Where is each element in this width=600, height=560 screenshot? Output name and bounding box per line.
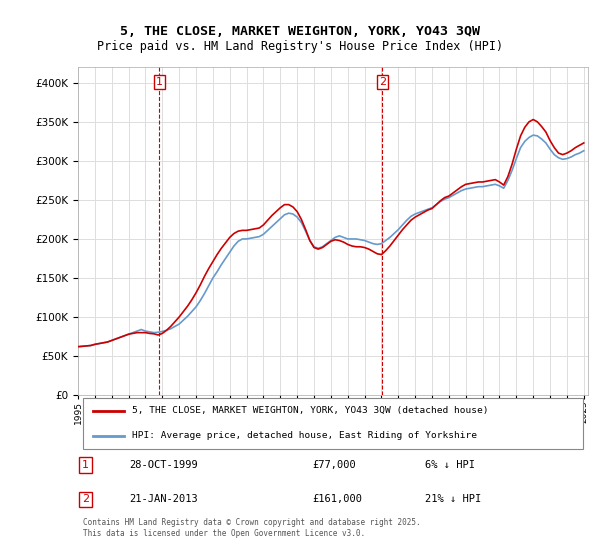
Text: Contains HM Land Registry data © Crown copyright and database right 2025.
This d: Contains HM Land Registry data © Crown c… (83, 519, 421, 538)
Text: 21% ↓ HPI: 21% ↓ HPI (425, 494, 481, 505)
Text: £77,000: £77,000 (313, 460, 356, 470)
Text: 5, THE CLOSE, MARKET WEIGHTON, YORK, YO43 3QW: 5, THE CLOSE, MARKET WEIGHTON, YORK, YO4… (120, 25, 480, 38)
Text: £161,000: £161,000 (313, 494, 362, 505)
Text: 21-JAN-2013: 21-JAN-2013 (129, 494, 198, 505)
Text: HPI: Average price, detached house, East Riding of Yorkshire: HPI: Average price, detached house, East… (131, 431, 476, 440)
FancyBboxPatch shape (83, 398, 583, 449)
Text: 6% ↓ HPI: 6% ↓ HPI (425, 460, 475, 470)
Text: 2: 2 (82, 494, 89, 505)
Text: 2: 2 (379, 77, 386, 87)
Text: Price paid vs. HM Land Registry's House Price Index (HPI): Price paid vs. HM Land Registry's House … (97, 40, 503, 53)
Text: 5, THE CLOSE, MARKET WEIGHTON, YORK, YO43 3QW (detached house): 5, THE CLOSE, MARKET WEIGHTON, YORK, YO4… (131, 407, 488, 416)
Text: 1: 1 (156, 77, 163, 87)
Text: 1: 1 (82, 460, 89, 470)
Text: 28-OCT-1999: 28-OCT-1999 (129, 460, 198, 470)
